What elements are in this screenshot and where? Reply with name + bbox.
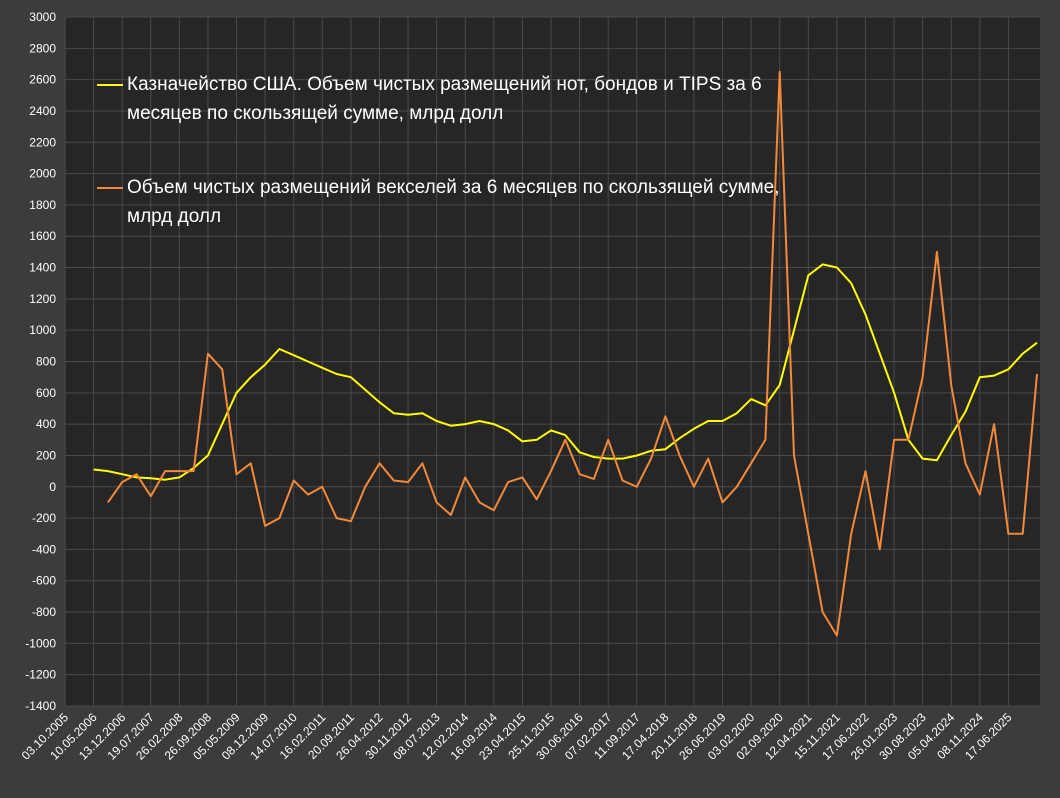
y-tick-label: -1400 (25, 699, 56, 713)
y-tick-label: 1200 (29, 292, 56, 306)
legend-swatch (97, 187, 123, 189)
y-tick-label: -1000 (25, 636, 56, 650)
legend-swatch (97, 84, 123, 86)
y-tick-label: 2600 (29, 73, 56, 87)
y-tick-label: 2800 (29, 41, 56, 55)
y-tick-label: 400 (36, 417, 56, 431)
legend-label: Объем чистых размещений векселей за 6 ме… (127, 177, 780, 227)
y-tick-label: 1400 (29, 261, 56, 275)
y-tick-label: 2200 (29, 135, 56, 149)
y-tick-label: 200 (36, 448, 56, 462)
y-tick-label: -800 (32, 605, 56, 619)
y-tick-label: 0 (49, 480, 56, 494)
y-tick-label: -200 (32, 511, 56, 525)
y-tick-label: -400 (32, 542, 56, 556)
y-tick-label: 3000 (29, 10, 56, 24)
legend-label: Казначейство США. Объем чистых размещени… (127, 74, 762, 124)
legend-entry: Казначейство США. Объем чистых размещени… (97, 70, 827, 128)
y-tick-label: 600 (36, 386, 56, 400)
legend-entry: Объем чистых размещений векселей за 6 ме… (97, 173, 817, 231)
y-tick-label: 1000 (29, 323, 56, 337)
y-tick-label: 800 (36, 355, 56, 369)
y-tick-label: -1200 (25, 668, 56, 682)
y-tick-label: 2000 (29, 167, 56, 181)
y-tick-label: 2400 (29, 104, 56, 118)
line-series (93, 263, 1038, 481)
y-tick-label: -600 (32, 574, 56, 588)
line-series (107, 70, 1038, 637)
y-tick-label: 1800 (29, 198, 56, 212)
y-tick-label: 1600 (29, 229, 56, 243)
